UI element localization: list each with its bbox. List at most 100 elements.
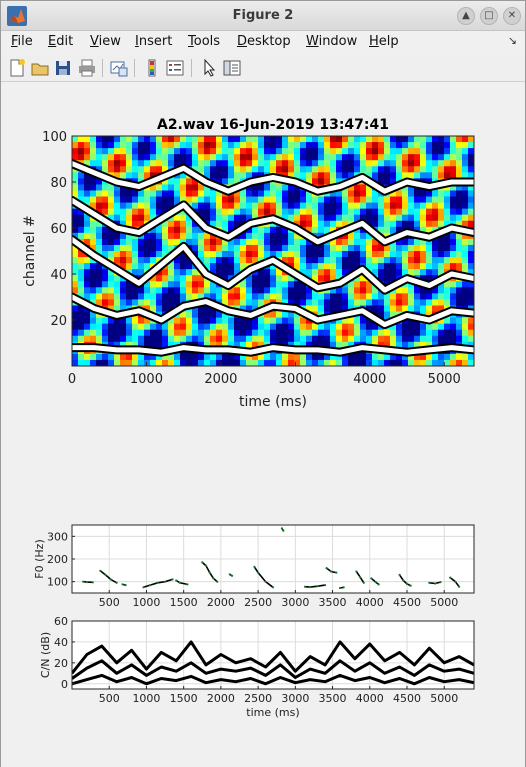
heatmap-cell (288, 172, 295, 179)
heatmap-cell (282, 238, 289, 246)
menu-file[interactable]: File (11, 34, 33, 49)
link-plot-icon[interactable] (109, 58, 129, 78)
property-editor-icon[interactable] (222, 58, 242, 78)
x-tick-label: 1000 (132, 596, 160, 609)
menu-insert[interactable]: Insert (135, 34, 173, 49)
colorbar-icon[interactable] (142, 58, 162, 78)
heatmap-cell (384, 353, 391, 361)
heatmap-cell (462, 166, 469, 173)
heatmap-cell (288, 353, 295, 361)
legend-icon[interactable] (165, 58, 185, 78)
heatmap-cell (120, 136, 127, 143)
heatmap-cell (240, 263, 247, 270)
heatmap-cell (282, 184, 289, 192)
heatmap-cell (198, 323, 205, 331)
x-tick-label: 1000 (132, 692, 160, 705)
heatmap-cell (420, 359, 427, 366)
heatmap-cell (282, 311, 289, 319)
open-file-icon[interactable] (30, 58, 50, 78)
heatmap-cell (426, 353, 433, 361)
heatmap-cell (192, 154, 199, 161)
heatmap-cell (378, 263, 385, 270)
heatmap-cell (342, 317, 349, 325)
y-tick-label: 60 (54, 615, 68, 628)
heatmap-cell (432, 172, 439, 179)
heatmap-cell (222, 257, 229, 264)
maximize-button[interactable]: □ (480, 7, 498, 25)
heatmap-cell (396, 136, 403, 143)
heatmap-cell (246, 275, 253, 282)
heatmap-cell (372, 166, 379, 173)
heatmap-cell (402, 269, 409, 276)
heatmap-cell (318, 154, 325, 161)
heatmap-cell (138, 329, 145, 337)
heatmap-cell (204, 166, 211, 173)
heatmap-cell (438, 329, 445, 337)
heatmap-cell (102, 353, 109, 361)
dock-arrow-icon[interactable]: ↘ (507, 34, 517, 47)
heatmap-cell (144, 263, 151, 270)
print-icon[interactable] (77, 58, 97, 78)
heatmap-cell (330, 341, 337, 349)
menu-view[interactable]: View (90, 34, 121, 49)
heatmap-cell (294, 154, 301, 161)
heatmap-cell (78, 293, 85, 301)
heatmap-cell (414, 269, 421, 276)
heatmap-cell (144, 281, 151, 288)
heatmap-cell (432, 202, 439, 210)
menu-window[interactable]: Window (306, 34, 358, 49)
menu-help[interactable]: Help (369, 34, 399, 49)
title-bar[interactable]: Figure 2 ▲ □ ✕ (1, 1, 525, 31)
heatmap-cell (198, 251, 205, 258)
heatmap-cell (402, 263, 409, 270)
heatmap-cell (276, 154, 283, 161)
heatmap-cell (144, 214, 151, 222)
heatmap-cell (258, 275, 265, 282)
heatmap-cell (288, 359, 295, 366)
heatmap-cell (210, 220, 217, 228)
heatmap-cell (354, 293, 361, 301)
heatmap-cell (426, 208, 433, 216)
heatmap-cell (282, 166, 289, 173)
figure-canvas[interactable]: A2.wav 16-Jun-2019 13:47:41 0 1000 2000 300… (1, 83, 525, 767)
heatmap-cell (420, 214, 427, 222)
heatmap-cell (186, 148, 193, 155)
menu-desktop[interactable]: Desktop (237, 34, 291, 49)
close-button[interactable]: ✕ (503, 7, 521, 25)
heatmap-cell (294, 184, 301, 192)
heatmap-cell (360, 323, 367, 331)
heatmap-cell (246, 142, 253, 149)
heatmap-cell (84, 329, 91, 337)
heatmap-cell (318, 299, 325, 307)
heatmap-cell (396, 160, 403, 167)
heatmap-cell (432, 244, 439, 252)
heatmap-cell (366, 263, 373, 270)
chart2-grid (72, 525, 474, 593)
heatmap-cell (270, 329, 277, 337)
heatmap-cell (132, 238, 139, 246)
heatmap-cell (180, 226, 187, 234)
menu-tools[interactable]: Tools (188, 34, 221, 49)
heatmap-cell (372, 238, 379, 246)
save-icon[interactable] (53, 58, 73, 78)
heatmap-cell (294, 359, 301, 366)
heatmap-cell (312, 166, 319, 173)
pointer-icon[interactable] (199, 58, 219, 78)
heatmap-cell (156, 287, 163, 294)
heatmap-cell (366, 232, 373, 240)
heatmap-cell (186, 263, 193, 270)
heatmap-cell (180, 311, 187, 319)
track-line (72, 237, 474, 293)
heatmap-cell (258, 226, 265, 234)
heatmap-cell (438, 196, 445, 204)
heatmap-cell (216, 329, 223, 337)
menu-edit[interactable]: Edit (48, 34, 74, 49)
heatmap-cell (126, 238, 133, 246)
heatmap-cell (342, 329, 349, 337)
heatmap-cell (264, 244, 271, 252)
heatmap-cell (90, 238, 97, 246)
heatmap-cell (228, 299, 235, 307)
y-tick-label: 100 (47, 576, 68, 589)
new-figure-icon[interactable] (7, 58, 27, 78)
minimize-button[interactable]: ▲ (457, 7, 475, 25)
